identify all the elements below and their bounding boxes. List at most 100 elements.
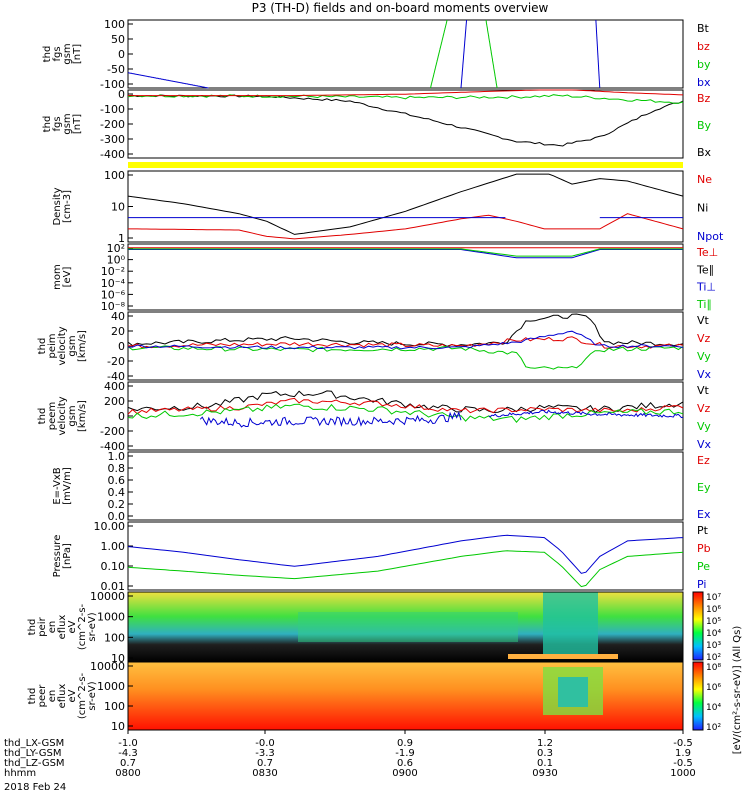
y-tick-label: 1.00 (101, 540, 126, 553)
legend-entry: Vx (697, 438, 712, 451)
legend-entry: Npot (697, 230, 724, 243)
y-tick-label: -100 (100, 78, 125, 91)
series-Vx (127, 330, 684, 350)
panel-7: 1.00.80.60.40.20.0 E=-VxB [mV/m] Ez Ey Ex (52, 450, 711, 523)
y-axis-label: Density (52, 187, 63, 225)
panel-frame (127, 89, 684, 159)
y-tick-label: 10⁰ (107, 254, 126, 267)
y-axis-label: thd (42, 46, 53, 63)
legend-entry: Bt (697, 22, 710, 35)
footer-value: -3.3 (255, 748, 275, 759)
legend-entry: Pi (697, 578, 706, 591)
legend-entry: Te⊥ (696, 246, 718, 259)
legend-entry: Ey (697, 481, 711, 494)
y-axis-label: [km/s] (77, 330, 88, 362)
y-tick-label: 10000 (90, 590, 125, 603)
y-tick-label: 0 (118, 340, 125, 353)
y-axis-label: sr-eV) (87, 612, 98, 641)
footer-value: 0930 (532, 768, 557, 779)
y-tick-label: 0.0 (108, 510, 126, 523)
legend-entry: by (697, 58, 711, 71)
y-tick-label: 1.0 (108, 450, 126, 463)
legend-entry: By (697, 119, 712, 132)
y-tick-label: -300 (100, 133, 125, 146)
colorbar-tick: 10⁶ (706, 605, 721, 615)
series-Vz (127, 397, 684, 415)
y-axis-label: thd (37, 338, 48, 355)
footer-value: 0800 (115, 768, 140, 779)
colorbar-tick: 10⁴ (706, 629, 721, 639)
y-tick-label: -400 (100, 440, 125, 453)
y-axis-label: thd (42, 116, 53, 133)
panel-6: 400 200 0 -200 -400 thd peem velocity gsm [km/s] V… (37, 380, 712, 453)
legend-entry: Vz (697, 332, 711, 345)
series-Bx (127, 94, 684, 147)
footer-row-label: thd_LX-GSM (4, 738, 64, 749)
y-tick-label: -100 (100, 103, 125, 116)
legend-entry: Bx (697, 146, 712, 159)
legend-entry: Vy (697, 350, 711, 363)
legend-entry: Pt (697, 524, 709, 537)
series-bx (460, 19, 468, 88)
colorbar-tick: 10⁷ (706, 593, 721, 603)
legend-entry: Ez (697, 454, 710, 467)
series-Vx (488, 409, 684, 419)
y-tick-label: -200 (100, 425, 125, 438)
y-axis-label: en (47, 690, 58, 703)
footer-row-label: hhmm (4, 768, 36, 779)
y-tick-label: 10⁻⁴ (101, 277, 126, 290)
legend-entry: bx (697, 76, 711, 89)
series-Vy (127, 403, 684, 423)
y-axis-label: gsm (62, 113, 73, 134)
y-tick-label: 0.01 (101, 580, 126, 593)
y-tick-label: 400 (104, 380, 125, 393)
series-Vy (127, 345, 684, 370)
y-tick-label: 10⁻⁸ (101, 300, 126, 313)
series-Vz (127, 336, 684, 349)
y-tick-label: 100 (104, 169, 125, 182)
y-tick-label: 1000 (97, 680, 125, 693)
footer-row-label: thd_LZ-GSM (4, 758, 65, 769)
y-tick-label: -200 (100, 118, 125, 131)
colorbar-tick: 10² (706, 653, 721, 663)
y-axis-label: (cm^2-s- (77, 603, 88, 650)
footer-value: -0.0 (255, 738, 275, 749)
spectrogram-region (508, 654, 618, 659)
panel-8: 10.00 1.00 0.10 0.01 Pressure [nPa] Pt Pb Pe Pi (52, 520, 711, 593)
footer-value: 1000 (670, 768, 695, 779)
series-Vt (127, 313, 684, 347)
y-tick-label: 100 (104, 18, 125, 31)
y-axis-label: [eV] (62, 267, 73, 288)
spectrogram-region (298, 612, 518, 642)
y-axis-label: fgs (52, 116, 63, 131)
y-tick-label: -20 (107, 355, 125, 368)
colorbar (692, 591, 704, 661)
y-tick-label: 0.6 (108, 474, 126, 487)
series-Ne (128, 213, 684, 240)
y-axis-label: (cm^2-s- (77, 672, 88, 719)
y-axis-label: gsm (67, 335, 78, 356)
y-tick-label: 10000 (90, 660, 125, 673)
y-axis-label: [cm-3] (62, 190, 73, 223)
legend-entry: Pb (697, 542, 711, 555)
y-axis-label: [km/s] (77, 400, 88, 432)
y-axis-label: velocity (57, 326, 68, 365)
legend-entry: Vx (697, 368, 712, 381)
series-by (430, 19, 448, 89)
y-tick-label: -400 (100, 148, 125, 161)
y-axis-label: [nT] (72, 114, 83, 134)
panel-frame (127, 381, 684, 451)
series-Vx (199, 411, 462, 428)
series-by (485, 19, 498, 89)
colorbar-tick: 10² (706, 723, 721, 733)
y-axis-label: thd (37, 408, 48, 425)
series-bx (595, 20, 601, 89)
y-axis-label: peim (47, 333, 58, 358)
y-axis-label: thd (27, 688, 38, 705)
footer-value: -1.9 (395, 748, 415, 759)
y-axis-label: eV (67, 620, 78, 633)
y-tick-label: -40 (107, 370, 125, 383)
y-tick-label: 10² (107, 242, 125, 255)
